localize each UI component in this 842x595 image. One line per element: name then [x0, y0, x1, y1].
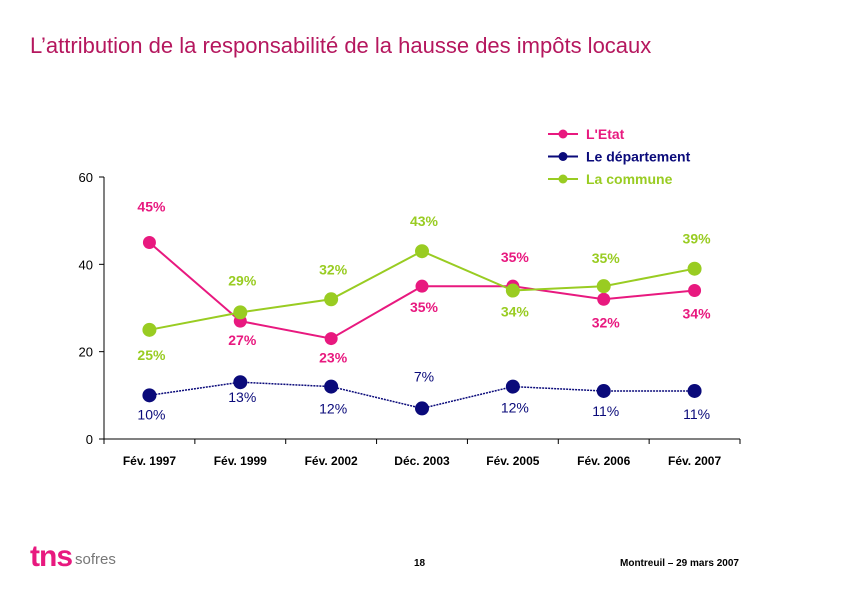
- logo-tns-text: tns: [30, 540, 73, 573]
- data-label-etat: 32%: [592, 314, 621, 330]
- y-tick-label: 60: [79, 170, 93, 185]
- data-label-commune: 43%: [410, 213, 439, 229]
- data-point-departement: [596, 383, 611, 398]
- data-label-departement: 11%: [592, 403, 619, 419]
- data-label-etat: 34%: [683, 306, 712, 322]
- y-tick-label: 0: [86, 432, 93, 447]
- data-label-etat: 45%: [137, 199, 166, 215]
- data-point-departement: [505, 379, 520, 394]
- data-point-commune: [142, 322, 157, 337]
- footer-location-date: Montreuil – 29 mars 2007: [620, 558, 739, 569]
- legend-label-departement: Le département: [586, 149, 691, 165]
- data-label-commune: 34%: [501, 304, 530, 320]
- data-point-etat: [324, 332, 338, 346]
- data-point-commune: [596, 279, 611, 294]
- legend-label-etat: L'Etat: [586, 126, 625, 142]
- x-tick-label: Fév. 2006: [577, 454, 630, 468]
- data-label-etat: 27%: [228, 332, 257, 348]
- data-label-etat: 35%: [410, 299, 439, 315]
- data-label-commune: 29%: [228, 272, 257, 288]
- data-label-departement: 13%: [228, 389, 256, 405]
- x-tick-label: Fév. 2007: [668, 454, 721, 468]
- legend-label-commune: La commune: [586, 171, 673, 187]
- x-tick-label: Fév. 2005: [486, 454, 539, 468]
- data-point-commune: [687, 261, 702, 276]
- data-label-departement: 10%: [137, 406, 165, 422]
- data-point-commune: [324, 292, 339, 307]
- data-point-etat: [415, 279, 429, 293]
- page-title: L’attribution de la responsabilité de la…: [30, 33, 652, 58]
- data-point-etat: [142, 236, 156, 249]
- data-point-departement: [324, 379, 339, 394]
- data-point-etat: [597, 292, 611, 306]
- data-label-departement: 11%: [683, 406, 710, 422]
- data-label-departement: 12%: [319, 401, 347, 417]
- data-point-commune: [415, 244, 429, 259]
- data-point-departement: [687, 383, 702, 398]
- x-tick-label: Fév. 1997: [123, 454, 176, 468]
- data-label-departement: 7%: [414, 368, 434, 384]
- x-tick-label: Fév. 2002: [305, 454, 358, 468]
- y-tick-label: 20: [79, 345, 93, 360]
- y-tick-label: 40: [79, 257, 93, 272]
- logo-sofres-text: sofres: [75, 551, 116, 568]
- data-point-etat: [688, 284, 702, 298]
- legend-marker-commune: [558, 174, 568, 184]
- x-tick-label: Fév. 1999: [214, 454, 267, 468]
- data-point-commune: [233, 305, 248, 320]
- data-point-departement: [415, 401, 429, 416]
- data-label-commune: 25%: [137, 347, 166, 363]
- x-tick-label: Déc. 2003: [394, 454, 450, 468]
- data-label-etat: 35%: [501, 249, 530, 265]
- data-point-departement: [142, 388, 157, 403]
- data-label-departement: 12%: [501, 400, 529, 416]
- page-number: 18: [414, 558, 426, 569]
- data-point-departement: [233, 375, 248, 390]
- legend-marker-etat: [558, 129, 568, 139]
- data-point-commune: [505, 283, 520, 298]
- data-label-etat: 23%: [319, 350, 348, 366]
- tns-sofres-logo: tns sofres: [30, 540, 150, 580]
- data-label-commune: 39%: [683, 231, 712, 247]
- data-label-commune: 35%: [592, 250, 621, 266]
- data-label-commune: 32%: [319, 261, 348, 277]
- legend-marker-departement: [558, 152, 568, 161]
